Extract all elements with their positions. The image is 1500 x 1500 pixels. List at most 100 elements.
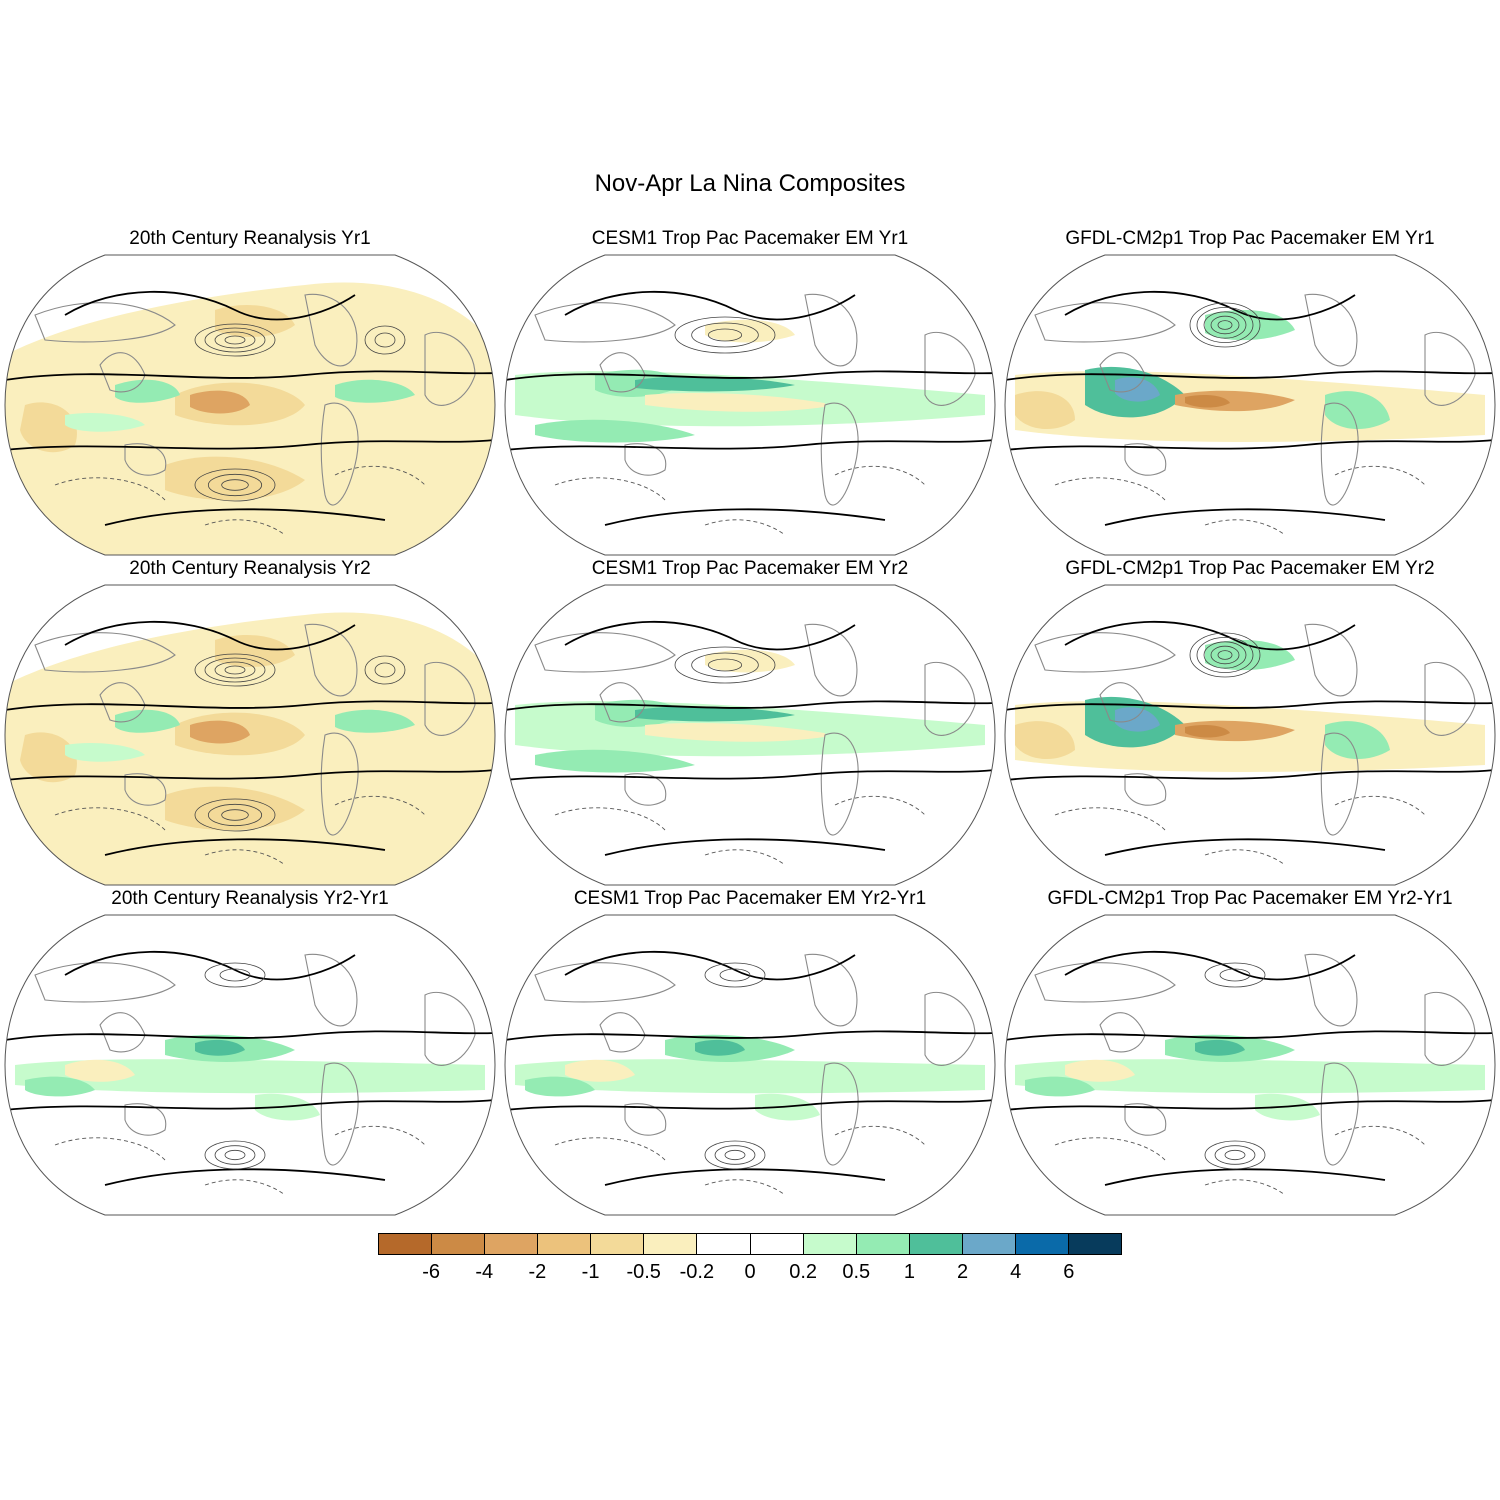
colorbar-box — [485, 1234, 539, 1254]
coastline — [320, 732, 359, 836]
shading-region — [1115, 377, 1160, 402]
shading-region — [20, 402, 77, 453]
negative-contour — [554, 477, 666, 501]
negative-contour — [204, 519, 286, 536]
contour-ring — [691, 322, 759, 348]
contour-ring — [724, 1149, 746, 1161]
contour-ring — [214, 331, 256, 349]
contour-ring — [224, 1149, 246, 1161]
contour-ring — [194, 323, 276, 357]
negative-contour — [334, 795, 426, 816]
coastline — [424, 331, 476, 406]
contour-ring — [207, 803, 263, 827]
zero-contour — [64, 620, 356, 651]
coastline — [1124, 773, 1167, 806]
contour-ring — [204, 657, 266, 683]
contour-ring — [1204, 962, 1266, 988]
coastline — [124, 443, 167, 476]
coastline — [624, 1103, 667, 1136]
shading-region — [1185, 395, 1230, 408]
negative-contour — [54, 807, 166, 831]
coastline — [34, 962, 176, 1003]
zero-contour — [5, 769, 495, 781]
zero-contour — [1104, 508, 1386, 526]
shading-region — [1185, 725, 1230, 738]
coastline — [1304, 623, 1358, 697]
coastline — [924, 661, 976, 736]
colorbar-label: 0.5 — [842, 1261, 871, 1283]
zero-contour — [104, 838, 386, 856]
negative-contour — [1334, 1125, 1426, 1146]
zero-contour — [1064, 290, 1356, 321]
contour-ring — [194, 468, 276, 502]
map-panel — [1004, 914, 1496, 1216]
zero-contour — [5, 370, 495, 381]
shading-region — [705, 319, 795, 343]
panel-title: CESM1 Trop Pac Pacemaker EM Yr2 — [591, 558, 909, 579]
negative-contour — [704, 849, 786, 866]
contour-ring — [1210, 645, 1240, 665]
shading-region — [1015, 391, 1075, 430]
contour-ring — [714, 1145, 756, 1165]
colorbar-box — [379, 1234, 433, 1254]
coastline — [1320, 732, 1359, 836]
contour-ring — [691, 652, 759, 678]
colorbar-label: 2 — [957, 1261, 969, 1283]
colorbar-box — [538, 1234, 592, 1254]
zero-contour — [1005, 769, 1495, 781]
zero-contour — [1005, 1099, 1495, 1111]
map-border — [4, 584, 496, 886]
panel-title: 20th Century Reanalysis Yr1 — [129, 228, 371, 249]
contour-ring — [224, 335, 246, 345]
contour-ring — [224, 665, 246, 675]
colorbar-label: -6 — [422, 1261, 441, 1283]
map-panel — [4, 914, 496, 1216]
contour-ring — [1189, 632, 1261, 678]
shading-region — [1015, 721, 1075, 760]
colorbar-box — [909, 1234, 963, 1254]
contour-ring — [194, 653, 276, 687]
coastline — [1424, 331, 1476, 406]
zero-contour — [505, 1099, 995, 1111]
coastline — [1424, 661, 1476, 736]
shading-region — [215, 305, 295, 337]
colorbar-box — [432, 1234, 486, 1254]
shading-region — [1205, 640, 1295, 671]
map-svg — [504, 584, 996, 886]
contour-ring — [1214, 1145, 1256, 1165]
negative-contour — [1054, 1137, 1166, 1161]
shading-region — [25, 1076, 95, 1097]
contour-ring — [1219, 968, 1251, 982]
coastline — [624, 443, 667, 476]
negative-contour — [704, 1179, 786, 1196]
contour-ring — [1203, 311, 1247, 339]
panel-title: GFDL-CM2p1 Trop Pac Pacemaker EM Yr1 — [1065, 228, 1435, 249]
map-border — [1004, 254, 1496, 556]
shading-region — [335, 709, 415, 733]
colorbar-box — [591, 1234, 645, 1254]
shading-region — [825, 723, 890, 751]
shading-region — [525, 1076, 595, 1097]
coastline — [820, 1062, 859, 1166]
shading-region — [635, 376, 795, 392]
coastline — [124, 773, 167, 806]
shading-region — [65, 743, 145, 762]
colorbar-label: -1 — [581, 1261, 600, 1283]
map-svg — [4, 914, 496, 1216]
panel-title: CESM1 Trop Pac Pacemaker EM Yr1 — [591, 228, 909, 249]
colorbar-box — [856, 1234, 910, 1254]
contour-ring — [704, 1140, 766, 1170]
shading-region — [115, 709, 180, 733]
colorbar-box — [962, 1234, 1016, 1254]
contour-ring — [194, 798, 276, 832]
shading-region — [195, 1039, 245, 1056]
zero-contour — [505, 769, 995, 781]
coastline — [534, 302, 676, 343]
map-svg — [504, 254, 996, 556]
zero-contour — [505, 439, 995, 451]
zero-contour — [64, 950, 356, 981]
contour-ring — [364, 655, 406, 685]
coastline — [320, 402, 359, 506]
map-border — [4, 914, 496, 1216]
panel-title: CESM1 Trop Pac Pacemaker EM Yr2-Yr1 — [573, 888, 927, 909]
